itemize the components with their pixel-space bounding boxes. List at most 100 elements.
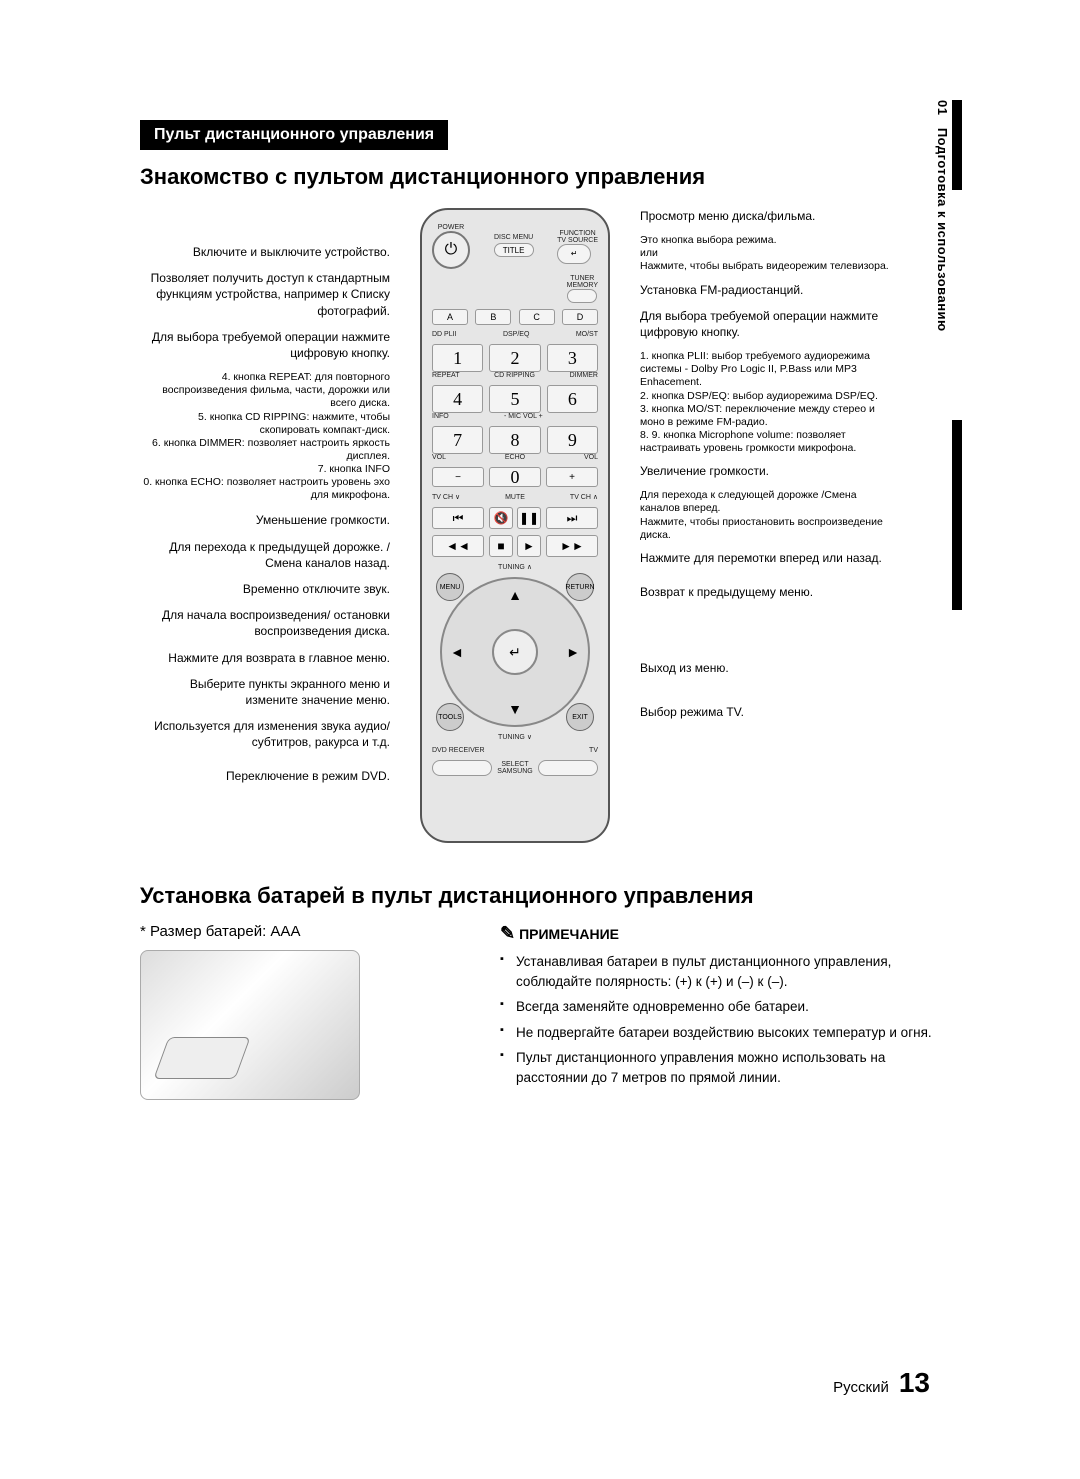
battery-size: * Размер батарей: AAA: [140, 923, 460, 940]
mode-labels: DVD RECEIVER TV: [432, 747, 598, 754]
note-list: Устанавливая батареи в пульт дистанционн…: [500, 952, 950, 1087]
sub-labels-1: DD PLII DSP/EQ MO/ST: [432, 331, 598, 338]
numpad2: 4 5 6: [432, 385, 598, 413]
side-marker-2: [952, 420, 962, 610]
dspeq-label: DSP/EQ: [503, 331, 529, 338]
callout-tvsource: Нажмите, чтобы выбрать видеорежим телеви…: [640, 260, 895, 273]
voll-label: VOL: [432, 454, 446, 461]
menu-badge[interactable]: MENU: [436, 573, 464, 601]
nav-down[interactable]: ▼: [508, 701, 522, 717]
callout-voldown: Уменьшение громкости.: [140, 512, 390, 528]
battery-section: * Размер батарей: AAA ✎ПРИМЕЧАНИЕ Устана…: [140, 923, 950, 1100]
callouts-right: Просмотр меню диска/фильма. Это кнопка в…: [640, 208, 895, 843]
mute-button[interactable]: 🔇: [489, 507, 513, 529]
vol-plus[interactable]: +: [546, 467, 598, 487]
tuner-button[interactable]: [567, 289, 597, 303]
info-label: INFO: [432, 413, 449, 420]
a-button[interactable]: A: [432, 309, 468, 325]
chapter-tab: 01 Подготовка к использованию: [935, 100, 950, 332]
enter-button[interactable]: ↵: [492, 629, 538, 675]
pause-button[interactable]: ❚❚: [517, 507, 541, 529]
power-button[interactable]: ⏻: [432, 231, 470, 269]
num-8[interactable]: 8: [489, 426, 540, 454]
callout-or: или: [640, 247, 895, 260]
sub-labels-5: TV CH ∨ MUTE TV CH ∧: [432, 493, 598, 501]
stop-play: ■ ►: [489, 535, 541, 557]
dvdrec-label: DVD RECEIVER: [432, 747, 485, 754]
d-button[interactable]: D: [562, 309, 598, 325]
transport-row-2: ◄◄ ■ ► ►►: [432, 535, 598, 557]
callout-info: 7. кнопка INFO: [140, 463, 390, 476]
title-button[interactable]: TITLE: [494, 243, 534, 257]
echo-label: ECHO: [505, 454, 525, 461]
callout-tvmode: Выбор режима TV.: [640, 704, 895, 720]
tvcha-label: TV CH ∧: [570, 493, 598, 501]
fast-fwd[interactable]: ►►: [546, 535, 598, 557]
select-block: SELECT SAMSUNG: [497, 761, 532, 775]
nav-up[interactable]: ▲: [508, 587, 522, 603]
rewind[interactable]: ◄◄: [432, 535, 484, 557]
most-label: MO/ST: [576, 331, 598, 338]
stop-button[interactable]: ■: [489, 535, 513, 557]
num-4[interactable]: 4: [432, 385, 483, 413]
callout-dimmer: 6. кнопка DIMMER: позволяет настроить яр…: [140, 437, 390, 463]
callouts-left: Включите и выключите устройство. Позволя…: [140, 208, 390, 843]
mute-label: MUTE: [505, 494, 525, 501]
num-2[interactable]: 2: [489, 344, 540, 372]
tv-mode-button[interactable]: [538, 760, 598, 776]
nav-ring[interactable]: MENU RETURN TOOLS EXIT ▲ ▼ ◄ ► ↵: [440, 577, 590, 727]
num-0[interactable]: 0: [489, 467, 541, 487]
callout-repeat: 4. кнопка REPEAT: для повторного воспрои…: [140, 371, 390, 410]
c-button[interactable]: C: [519, 309, 555, 325]
callout-most: 3. кнопка MO/ST: переключение между стер…: [640, 403, 895, 429]
play-button[interactable]: ►: [517, 535, 541, 557]
heading-battery: Установка батарей в пульт дистанционного…: [140, 883, 950, 909]
dimmer-label: DIMMER: [570, 372, 598, 379]
tv-label: TV: [589, 747, 598, 754]
b-button[interactable]: B: [475, 309, 511, 325]
exit-badge[interactable]: EXIT: [566, 703, 594, 731]
num-3[interactable]: 3: [547, 344, 598, 372]
skip-fwd[interactable]: ⏭: [546, 507, 598, 529]
dvd-mode-button[interactable]: [432, 760, 492, 776]
skip-back[interactable]: ⏮: [432, 507, 484, 529]
sub-labels-3: INFO - MIC VOL +: [432, 413, 598, 420]
callout-digits-r: Для выбора требуемой операции нажмите ци…: [640, 308, 895, 340]
tvsource-label: TV SOURCE: [557, 237, 598, 244]
num-6[interactable]: 6: [547, 385, 598, 413]
callout-exit: Выход из меню.: [640, 660, 895, 676]
side-marker-1: [952, 100, 962, 190]
vol-row: − 0 +: [432, 467, 598, 487]
select-label: SELECT: [497, 761, 532, 768]
memory-label: MEMORY: [567, 282, 598, 289]
tuninga-label: TUNING ∧: [432, 563, 598, 571]
micvol-label: - MIC VOL +: [504, 413, 543, 420]
discmenu-block: DISC MENU TITLE: [474, 234, 553, 259]
vol-minus[interactable]: −: [432, 467, 484, 487]
note-block: ✎ПРИМЕЧАНИЕ Устанавливая батареи в пульт…: [500, 923, 950, 1100]
nav-right[interactable]: ►: [566, 644, 580, 660]
callout-dvdmode: Переключение в режим DVD.: [140, 768, 390, 784]
callout-cursor: Выберите пункты экранного меню и изменит…: [140, 676, 390, 708]
callout-title: Позволяет получить доступ к стандартным …: [140, 270, 390, 319]
power-block: POWER ⏻: [432, 224, 470, 269]
function-label: FUNCTION: [557, 230, 598, 237]
function-block: FUNCTION TV SOURCE ↵: [557, 230, 598, 264]
tvchv-label: TV CH ∨: [432, 493, 460, 501]
num-7[interactable]: 7: [432, 426, 483, 454]
num-9[interactable]: 9: [547, 426, 598, 454]
manual-page: 01 Подготовка к использованию Пульт дист…: [0, 0, 1080, 1479]
remote-diagram: Включите и выключите устройство. Позволя…: [140, 208, 950, 843]
note-2: Всегда заменяйте одновременно обе батаре…: [500, 997, 950, 1017]
remote-figure: POWER ⏻ DISC MENU TITLE FUNCTION TV SOUR…: [390, 208, 640, 843]
num-5[interactable]: 5: [489, 385, 540, 413]
nav-left[interactable]: ◄: [450, 644, 464, 660]
discmenu-label: DISC MENU: [474, 234, 553, 241]
tools-badge[interactable]: TOOLS: [436, 703, 464, 731]
note-3: Не подвергайте батареи воздействию высок…: [500, 1023, 950, 1043]
function-button[interactable]: ↵: [557, 244, 591, 264]
callout-volup: Увеличение громкости.: [640, 463, 895, 479]
return-badge[interactable]: RETURN: [566, 573, 594, 601]
num-1[interactable]: 1: [432, 344, 483, 372]
volr-label: VOL: [584, 454, 598, 461]
